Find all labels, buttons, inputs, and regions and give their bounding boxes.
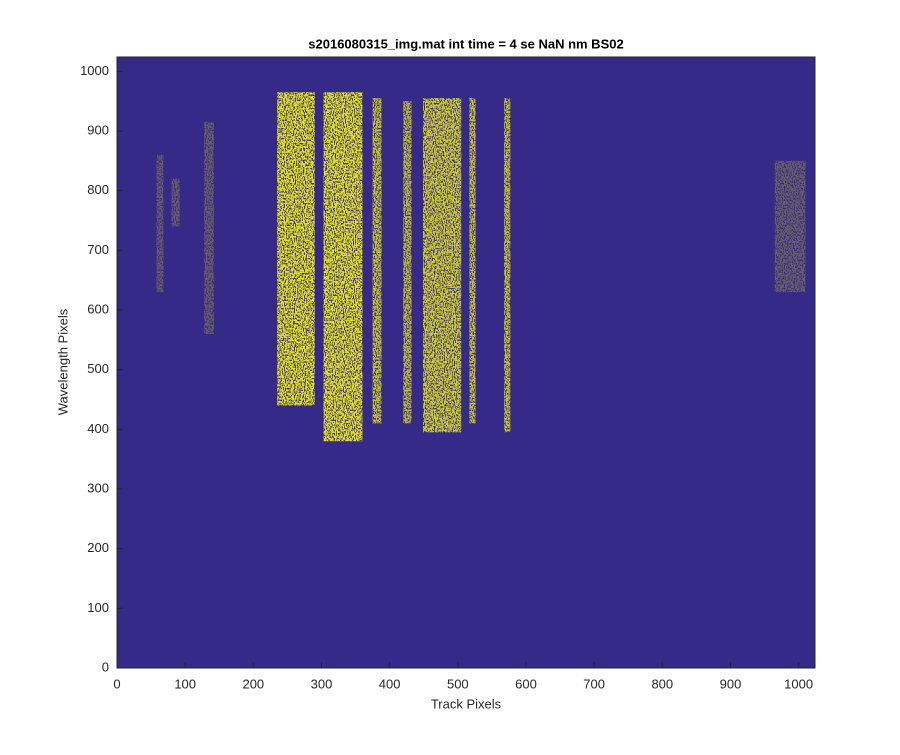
bright-region <box>372 98 382 424</box>
bright-region <box>469 98 476 424</box>
x-tick-label: 900 <box>720 676 742 691</box>
x-axis-label: Track Pixels <box>431 696 502 711</box>
x-tick-label: 0 <box>113 676 120 691</box>
y-tick-label: 500 <box>87 361 109 376</box>
x-tick-label: 300 <box>311 676 333 691</box>
y-tick-label: 700 <box>87 242 109 257</box>
y-tick-label: 200 <box>87 540 109 555</box>
y-tick-label: 400 <box>87 421 109 436</box>
chart-title: s2016080315_img.mat int time = 4 se NaN … <box>308 36 623 51</box>
bright-region <box>403 101 412 424</box>
bright-region <box>171 178 180 227</box>
y-tick-label: 900 <box>87 122 109 137</box>
axes-box <box>116 56 816 669</box>
y-tick-label: 800 <box>87 182 109 197</box>
y-tick-label: 1000 <box>80 63 109 78</box>
x-tick-label: 200 <box>242 676 264 691</box>
y-tick-label: 300 <box>87 480 109 495</box>
x-tick-label: 1000 <box>784 676 813 691</box>
bright-region <box>277 92 315 406</box>
bright-region <box>423 98 462 433</box>
x-tick-label: 500 <box>447 676 469 691</box>
x-tick-label: 400 <box>379 676 401 691</box>
y-axis-label: Wavelength Pixels <box>55 308 70 415</box>
bright-region <box>774 160 806 293</box>
y-tick-label: 100 <box>87 600 109 615</box>
bright-region <box>204 122 214 334</box>
bright-region <box>323 92 363 442</box>
x-tick-label: 600 <box>515 676 537 691</box>
bright-region <box>156 154 164 293</box>
y-tick-label: 600 <box>87 301 109 316</box>
x-tick-label: 700 <box>583 676 605 691</box>
image-background <box>117 57 815 668</box>
y-tick-label: 0 <box>102 659 109 674</box>
x-tick-label: 800 <box>651 676 673 691</box>
x-tick-label: 100 <box>174 676 196 691</box>
bright-region <box>504 98 511 433</box>
